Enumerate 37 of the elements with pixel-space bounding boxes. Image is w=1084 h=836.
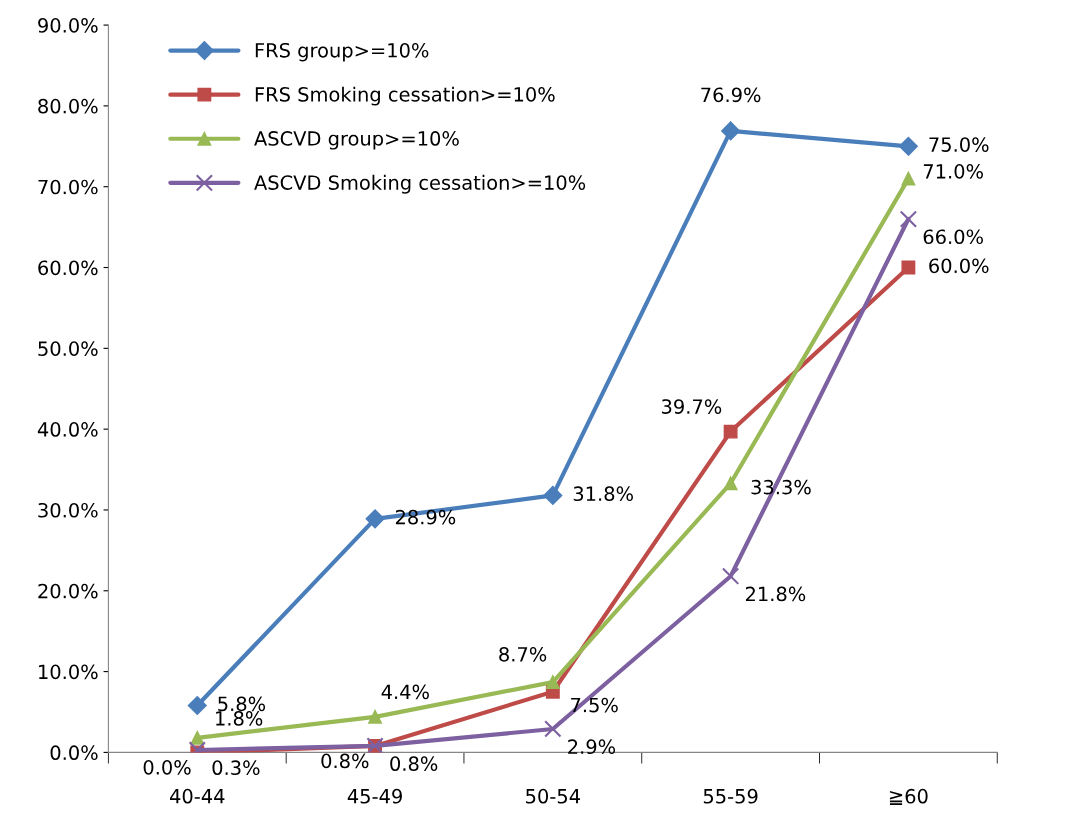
- legend-label: FRS Smoking cessation>=10%: [255, 86, 555, 106]
- data-label: 1.8%: [216, 711, 263, 726]
- legend-label: ASCVD Smoking cessation>=10%: [254, 174, 586, 194]
- data-label: 0.8%: [321, 753, 369, 769]
- data-label: 66.0%: [923, 229, 983, 245]
- data-label: 2.9%: [568, 739, 616, 755]
- y-tick-label: 60.0%: [38, 260, 98, 276]
- data-label: 31.8%: [573, 486, 633, 502]
- data-label: 0.0%: [143, 760, 191, 775]
- y-tick-label: 70.0%: [38, 179, 98, 195]
- legend-label: FRS group>=10%: [255, 42, 429, 62]
- y-tick-label: 20.0%: [38, 583, 98, 599]
- data-label: 39.7%: [662, 399, 722, 414]
- x-tick-label: 55-59: [703, 788, 758, 804]
- y-tick-label: 0.0%: [50, 745, 98, 761]
- data-label: 21.8%: [745, 586, 806, 602]
- y-tick-label: 80.0%: [38, 98, 98, 114]
- y-tick-label: 40.0%: [37, 422, 98, 437]
- data-label: 71.0%: [923, 164, 983, 179]
- data-label: 8.7%: [499, 646, 547, 662]
- data-label: 0.8%: [390, 756, 438, 772]
- x-tick-label: 40-44: [169, 788, 225, 804]
- data-label: 60.0%: [929, 258, 989, 274]
- data-label: 28.9%: [395, 509, 456, 525]
- y-tick-label: 90.0%: [38, 18, 98, 33]
- x-tick-label: 50-54: [526, 788, 580, 804]
- data-label: 0.3%: [212, 760, 260, 776]
- y-tick-label: 50.0%: [38, 341, 98, 356]
- data-label: 5.8%: [218, 696, 266, 712]
- y-tick-label: 30.0%: [38, 502, 98, 518]
- x-tick-label: 45-49: [347, 788, 402, 804]
- y-tick-label: 10.0%: [39, 664, 98, 680]
- x-tick-label: ≧60: [889, 788, 928, 805]
- data-label: 76.9%: [701, 87, 761, 103]
- legend-label: ASCVD group>=10%: [254, 131, 459, 150]
- data-label: 4.4%: [381, 684, 429, 700]
- data-label: 75.0%: [929, 137, 989, 152]
